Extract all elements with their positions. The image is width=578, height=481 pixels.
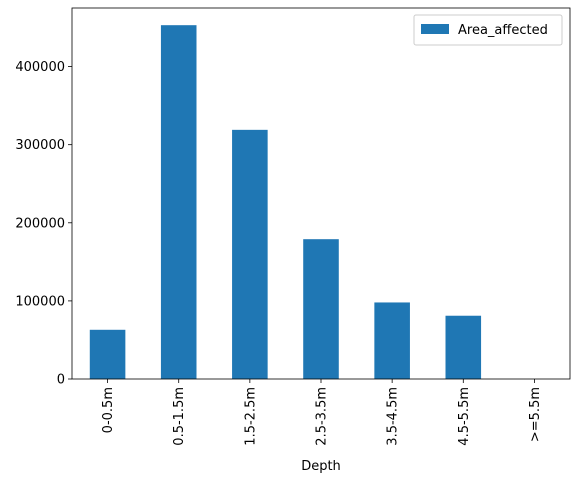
bar-0-0.5m bbox=[89, 329, 126, 379]
legend-label: Area_affected bbox=[458, 23, 548, 38]
y-tick-label: 100000 bbox=[15, 294, 65, 309]
x-tick-label: 3.5-4.5m bbox=[386, 387, 401, 446]
y-tick-label: 300000 bbox=[15, 138, 65, 153]
bar-1.5-2.5m bbox=[232, 129, 268, 379]
x-tick-label: 0-0.5m bbox=[101, 387, 116, 433]
bars-group bbox=[89, 25, 482, 379]
bar-3.5-4.5m bbox=[374, 302, 410, 379]
y-tick-label: 400000 bbox=[15, 60, 65, 75]
bar-2.5-3.5m bbox=[303, 239, 339, 379]
x-ticks-group: 0-0.5m 0.5-1.5m 1.5-2.5m 2.5-3.5m 3.5-4.5m 4.… bbox=[101, 379, 543, 446]
x-tick-label: 1.5-2.5m bbox=[243, 387, 258, 446]
y-tick-label: 0 bbox=[57, 373, 65, 388]
x-tick-label: 0.5-1.5m bbox=[172, 387, 187, 446]
bar-0.5-1.5m bbox=[160, 25, 197, 379]
x-tick-label: >=5.5m bbox=[528, 387, 543, 442]
axes-frame bbox=[71, 7, 571, 380]
legend-swatch bbox=[421, 24, 449, 34]
legend: Area_affected bbox=[413, 14, 563, 46]
bar-4.5-5.5m bbox=[445, 315, 482, 379]
x-tick-label: 4.5-5.5m bbox=[457, 387, 472, 446]
x-tick-label: 2.5-3.5m bbox=[315, 387, 330, 446]
y-ticks-group: 0 100000 200000 300000 400000 bbox=[15, 60, 72, 388]
x-axis-label: Depth bbox=[301, 459, 341, 474]
y-tick-label: 200000 bbox=[15, 216, 65, 231]
legend-box bbox=[413, 14, 563, 46]
